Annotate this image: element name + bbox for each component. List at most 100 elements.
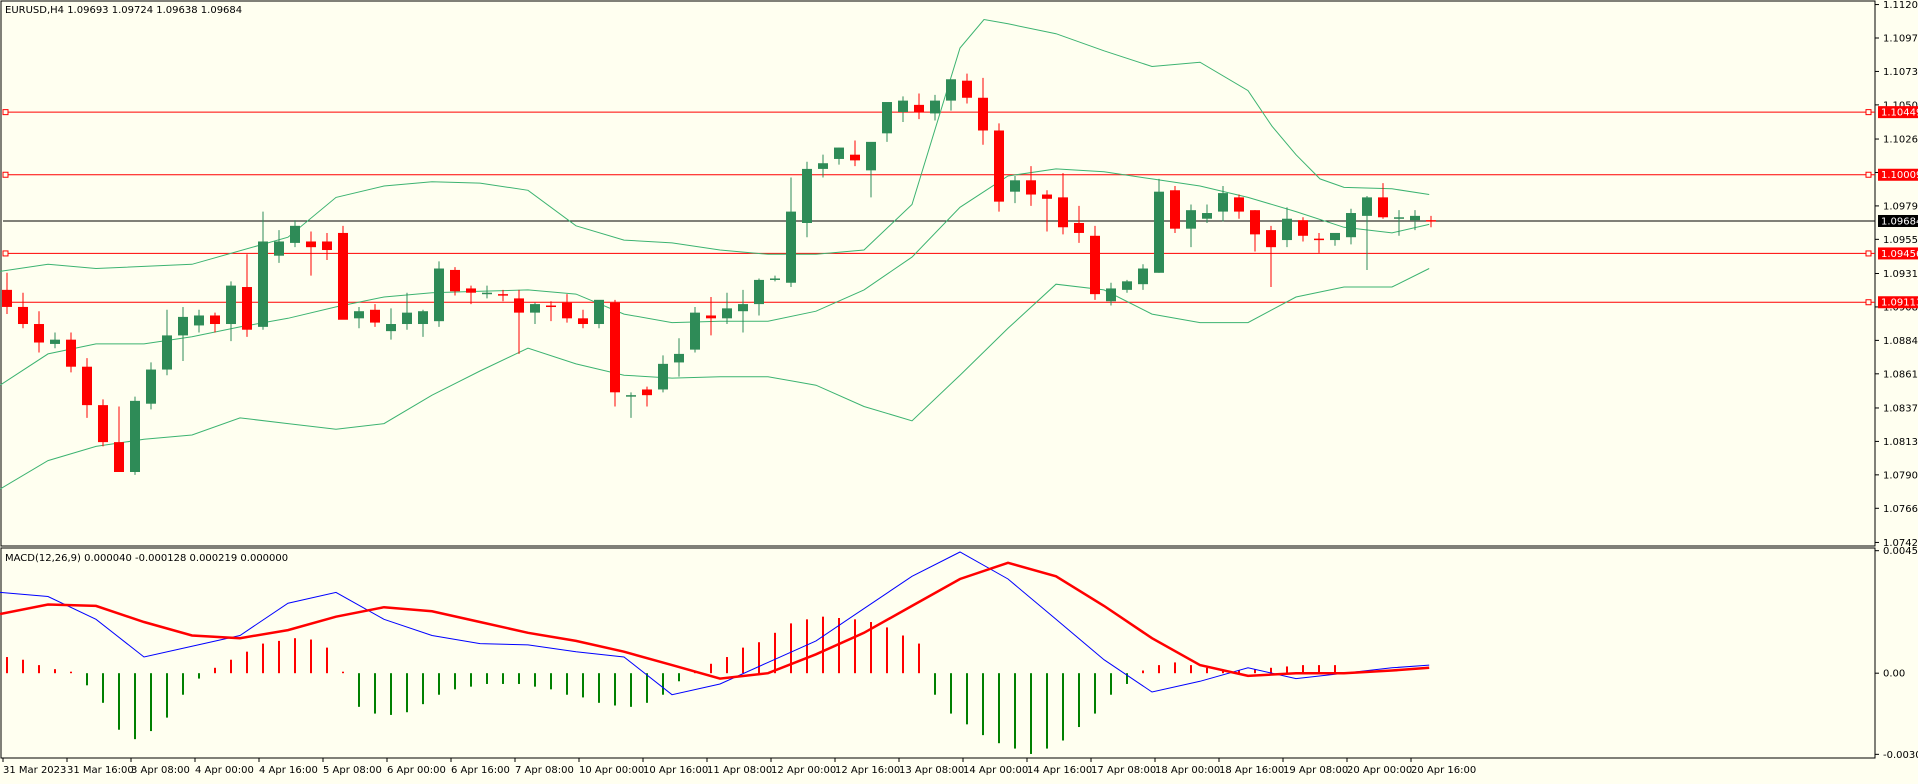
candle-body xyxy=(66,339,76,367)
candle-body xyxy=(1154,191,1164,273)
candle-body xyxy=(754,279,764,305)
level-handle-left xyxy=(2,109,9,116)
candle-body xyxy=(786,211,796,283)
candle-body xyxy=(530,304,540,313)
horizontal-levels xyxy=(2,109,1875,306)
candle-body xyxy=(978,97,988,131)
candle-body xyxy=(1202,213,1212,219)
candle-body xyxy=(802,168,812,223)
current-price-tag xyxy=(1878,214,1918,227)
level-handle-left xyxy=(2,171,9,178)
time-tick-label: 19 Apr 08:00 xyxy=(1283,765,1348,776)
price-tick-label: 1.09555 xyxy=(1883,235,1918,246)
candle-body xyxy=(1250,210,1260,235)
candle-body xyxy=(178,316,188,336)
candle-body xyxy=(1026,180,1036,195)
level-price-tag xyxy=(1878,106,1918,119)
candle-body xyxy=(866,141,876,171)
candle-body xyxy=(1426,220,1436,222)
time-tick-label: 3 Apr 08:00 xyxy=(131,765,190,776)
candle-body xyxy=(306,241,316,248)
candle-body xyxy=(834,147,844,159)
time-tick-label: 17 Apr 08:00 xyxy=(1091,765,1156,776)
time-tick-label: 5 Apr 08:00 xyxy=(323,765,382,776)
candle-body xyxy=(1170,190,1180,229)
candle-body xyxy=(1058,197,1068,228)
candle-body xyxy=(50,339,60,344)
level-price-tag-label: 1.10449 xyxy=(1881,108,1918,119)
candle-body xyxy=(722,308,732,319)
candle-body xyxy=(162,335,172,370)
level-handle-right xyxy=(1865,250,1872,257)
time-tick-label: 10 Apr 00:00 xyxy=(579,765,644,776)
candle-body xyxy=(994,130,1004,202)
candle-body xyxy=(1298,220,1308,236)
price-tick-label: 1.10970 xyxy=(1883,33,1918,44)
candle-body xyxy=(738,304,748,312)
level-handle-right xyxy=(1865,171,1872,178)
time-tick-label: 18 Apr 00:00 xyxy=(1155,765,1220,776)
candle-body xyxy=(130,400,140,473)
candle-body xyxy=(2,289,12,307)
macd-panel[interactable]: 0.00455 0.00 -0.003014 MACD(12,26,9) 0.000… xyxy=(0,546,1918,761)
candle-body xyxy=(1410,215,1420,221)
macd-tick-label: 0.00 xyxy=(1883,669,1905,680)
candle-body xyxy=(1378,197,1388,218)
price-tick-label: 1.07665 xyxy=(1883,504,1918,515)
level-price-tag-label: 1.09456 xyxy=(1881,249,1918,260)
price-tick-label: 1.09790 xyxy=(1883,201,1918,212)
candle-body xyxy=(258,241,268,327)
macd-tick-label: 0.00455 xyxy=(1883,546,1918,557)
time-tick-label: 4 Apr 00:00 xyxy=(195,765,254,776)
candle-body xyxy=(1266,230,1276,248)
candle-body xyxy=(98,405,108,443)
bollinger-bands xyxy=(0,18,1430,490)
price-tick-label: 1.07425 xyxy=(1883,538,1918,549)
candle-body xyxy=(1282,218,1292,241)
candle-body xyxy=(1122,281,1132,290)
price-tick-label: 1.11205 xyxy=(1883,0,1918,11)
candles xyxy=(2,73,1436,475)
candle-body xyxy=(370,309,380,323)
time-tick-label: 6 Apr 16:00 xyxy=(451,765,510,776)
price-tick-label: 1.08370 xyxy=(1883,403,1918,414)
candle-body xyxy=(1394,217,1404,219)
time-tick-label: 20 Apr 00:00 xyxy=(1347,765,1412,776)
candle-body xyxy=(610,302,620,393)
price-panel[interactable]: 1.11205 1.10970 1.10735 1.10500 1.10260 1.100… xyxy=(0,0,1918,549)
candle-body xyxy=(1106,288,1116,302)
macd-lines xyxy=(0,551,1430,696)
candle-body xyxy=(146,369,156,404)
candle-body xyxy=(1074,222,1084,233)
candle-body xyxy=(626,395,636,397)
candle-body xyxy=(642,389,652,396)
candle-body xyxy=(290,225,300,243)
time-tick-label: 31 Mar 16:00 xyxy=(67,765,134,776)
time-tick-label: 14 Apr 00:00 xyxy=(963,765,1028,776)
candle-body xyxy=(1330,232,1340,241)
candle-body xyxy=(898,100,908,112)
candle-body xyxy=(242,287,252,330)
candle-body xyxy=(210,315,220,325)
candle-body xyxy=(690,312,700,350)
candle-body xyxy=(658,363,668,390)
time-axis: 31 Mar 2023 31 Mar 16:003 Apr 08:00 4 Apr … xyxy=(2,758,1476,776)
price-axis: 1.11205 1.10970 1.10735 1.10500 1.10260 1.100… xyxy=(1875,0,1918,549)
macd-panel-border xyxy=(0,547,1876,759)
price-tick-label: 1.10735 xyxy=(1883,67,1918,78)
price-tick-label: 1.09315 xyxy=(1883,269,1918,280)
macd-main-line xyxy=(0,551,1430,696)
candle-body xyxy=(466,288,476,293)
candle-body xyxy=(1042,194,1052,199)
price-panel-border xyxy=(0,0,1876,547)
candle-body xyxy=(562,302,572,319)
price-tick-label: 1.08845 xyxy=(1883,336,1918,347)
macd-label: MACD(12,26,9) 0.000040 -0.000128 0.00021… xyxy=(5,553,288,564)
candle-body xyxy=(418,311,428,325)
time-tick-label: 12 Apr 00:00 xyxy=(771,765,836,776)
candle-body xyxy=(498,294,508,296)
candle-body xyxy=(1218,193,1228,212)
candle-body xyxy=(18,306,28,325)
